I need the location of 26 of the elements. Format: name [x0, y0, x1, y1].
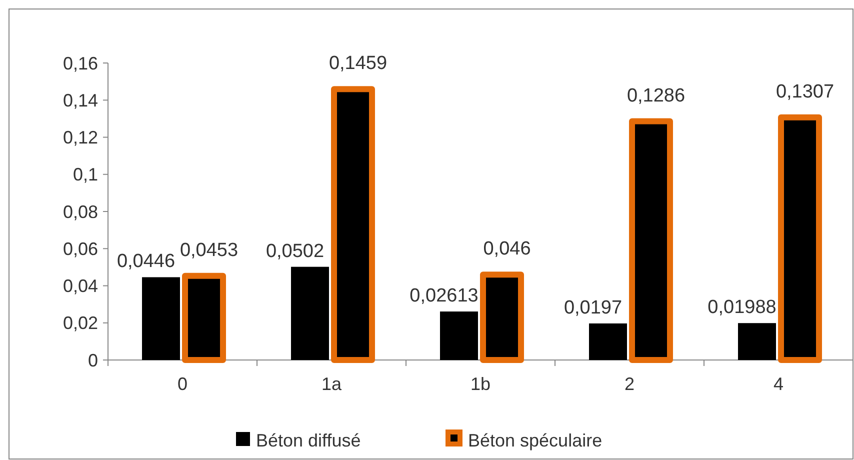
y-tick-label: 0,1: [72, 164, 98, 185]
y-tick-label: 0,14: [62, 90, 98, 110]
data-label: 0,0446: [116, 251, 176, 272]
y-tick-label: 0,04: [62, 276, 98, 296]
data-label: 0,0502: [266, 240, 324, 262]
data-label: 0,02613: [410, 285, 478, 306]
x-tick-label: 0: [177, 374, 188, 394]
x-tick-label: 2: [624, 374, 635, 394]
data-label: 0,1307: [776, 81, 834, 102]
data-label: 0,046: [483, 238, 531, 260]
y-tick-label: 0,12: [62, 128, 98, 148]
data-label: 0,01988: [708, 297, 776, 318]
legend-label: Béton diffusé: [256, 430, 361, 450]
y-tick-label: 0,08: [62, 202, 98, 222]
y-tick-label: 0,16: [62, 53, 98, 74]
data-label: 0,0453: [180, 240, 238, 261]
data-label: 0,1286: [626, 85, 686, 106]
data-label: 0,1459: [328, 53, 388, 74]
x-tick-label: 1a: [321, 374, 342, 394]
y-tick-label: 0: [88, 350, 98, 370]
x-tick-label: 1b: [470, 374, 491, 394]
data-label: 0,0197: [564, 297, 622, 318]
y-tick-label: 0,06: [62, 238, 98, 259]
y-tick-label: 0,02: [62, 313, 98, 334]
x-tick-label: 4: [773, 374, 784, 394]
legend-label: Béton spéculaire: [468, 430, 602, 450]
